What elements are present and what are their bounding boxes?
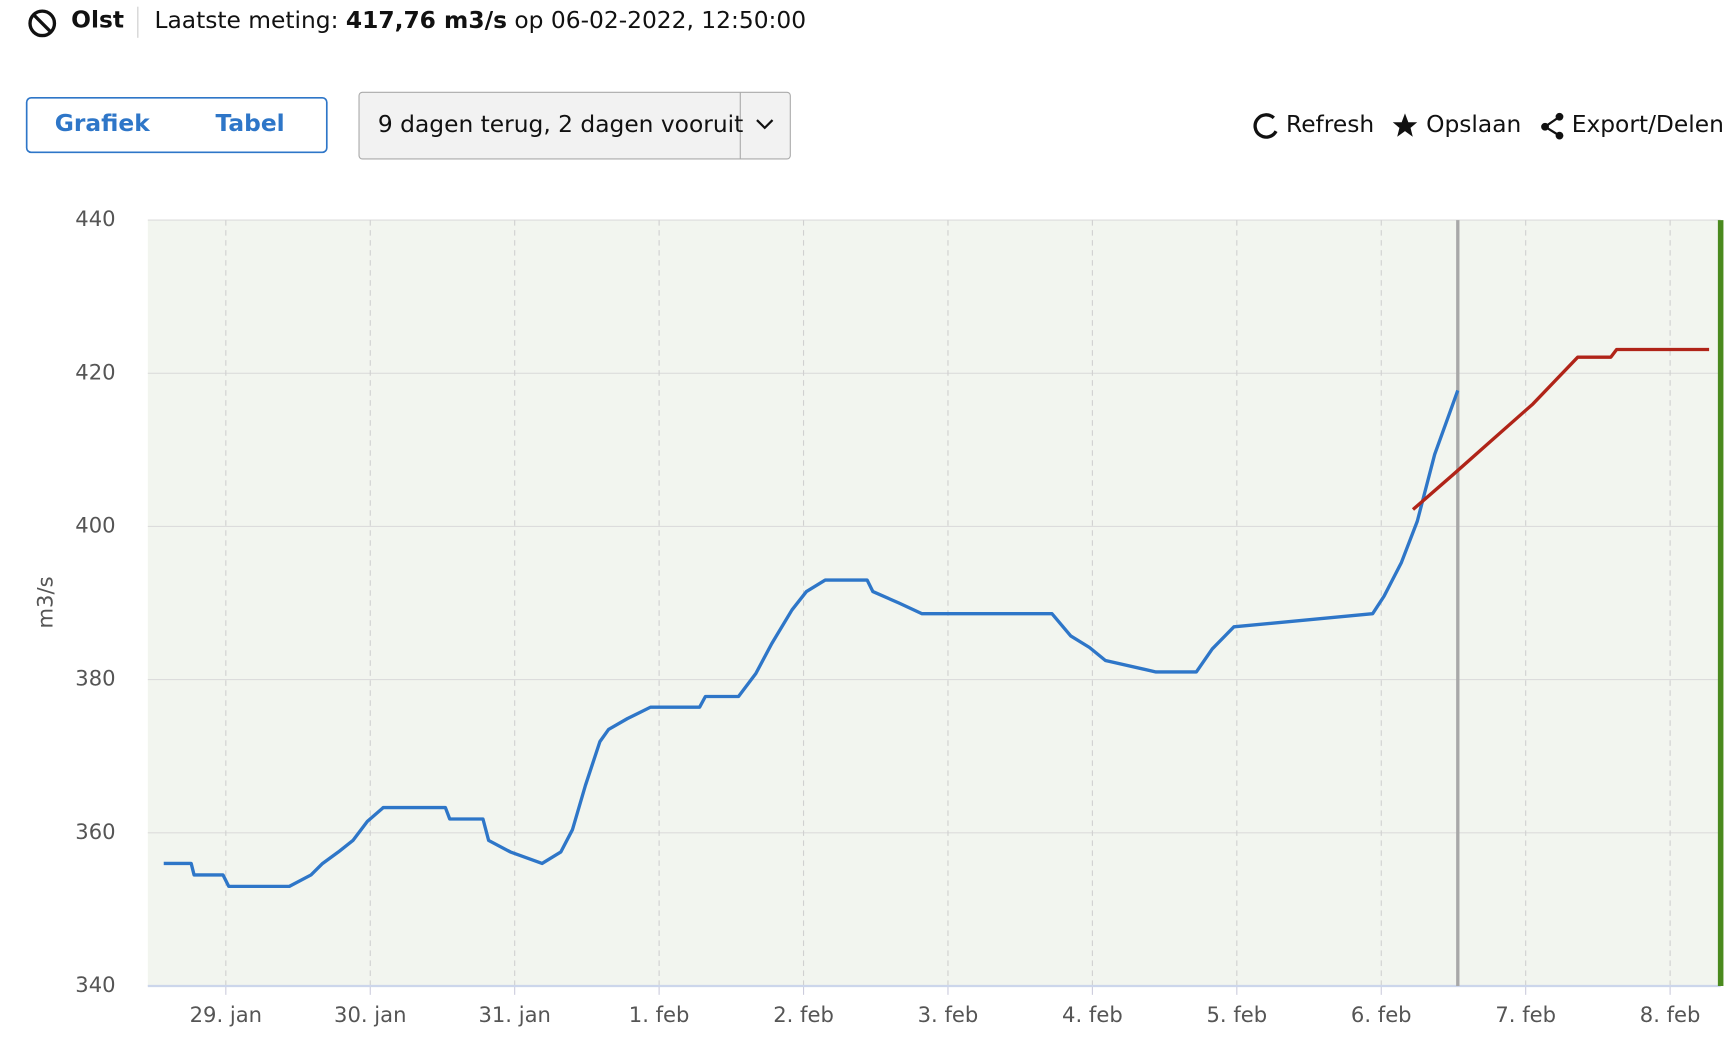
action-button[interactable]: Export/Delen — [1572, 110, 1724, 138]
tab[interactable]: Grafiek — [55, 109, 151, 137]
x-tick-label: 5. feb — [1206, 1002, 1267, 1027]
y-tick-label: 400 — [75, 512, 115, 537]
action-button[interactable]: Refresh — [1286, 110, 1374, 138]
plot: 340 360 380 400 420 440 29. jan 30. jan 31. jan 1… — [75, 206, 1724, 1027]
value: 417,76 m3/s — [346, 6, 507, 34]
series-line — [163, 389, 1460, 889]
station-icon-slash — [33, 14, 52, 33]
label: Laatste meting: — [155, 6, 339, 34]
y-axis-title: m3/s — [33, 576, 58, 628]
x-tick-label: 29. jan — [190, 1002, 262, 1027]
plot-background — [147, 220, 1721, 986]
x-tick-label: 3. feb — [918, 1002, 979, 1027]
station-icon — [28, 9, 57, 38]
station-name: Olst — [71, 6, 124, 34]
share-icon[interactable] — [1541, 112, 1564, 140]
select-value[interactable]: 9 dagen terug, 2 dagen vooruit — [378, 110, 743, 138]
star-icon[interactable] — [1392, 113, 1418, 137]
x-tick-label: 6. feb — [1351, 1002, 1412, 1027]
y-tick-label: 420 — [75, 359, 115, 384]
select-box[interactable] — [358, 91, 791, 160]
header: Olst Laatste meting: 417,76 m3/s op 06-0… — [28, 6, 807, 38]
period-select[interactable]: 9 dagen terug, 2 dagen vooruit — [358, 91, 791, 160]
tab-group — [25, 97, 328, 154]
tabs: Grafiek Tabel — [25, 97, 328, 154]
series-line — [1411, 347, 1710, 511]
y-tick-label: 380 — [75, 666, 115, 691]
y-tick-label: 340 — [75, 972, 115, 997]
action-button[interactable]: Opslaan — [1426, 110, 1521, 138]
x-tick-label: 1. feb — [629, 1002, 690, 1027]
x-tick-label: 8. feb — [1640, 1002, 1701, 1027]
chevron[interactable] — [756, 119, 774, 130]
actions: Refresh Opslaan Export/Delen — [1253, 110, 1724, 140]
x-tick-label: 2. feb — [773, 1002, 834, 1027]
x-tick-label: 30. jan — [334, 1002, 406, 1027]
x-tick-label: 7. feb — [1495, 1002, 1556, 1027]
tab[interactable]: Tabel — [216, 109, 285, 137]
last-measurement: Laatste meting: 417,76 m3/s op 06-02-202… — [155, 6, 807, 34]
x-tick-label: 31. jan — [478, 1002, 550, 1027]
suffix: op 06-02-2022, 12:50:00 — [514, 6, 806, 34]
y-tick-label: 440 — [75, 206, 115, 231]
x-tick-label: 4. feb — [1062, 1002, 1123, 1027]
refresh-icon[interactable] — [1253, 113, 1278, 139]
y-tick-label: 360 — [75, 819, 115, 844]
